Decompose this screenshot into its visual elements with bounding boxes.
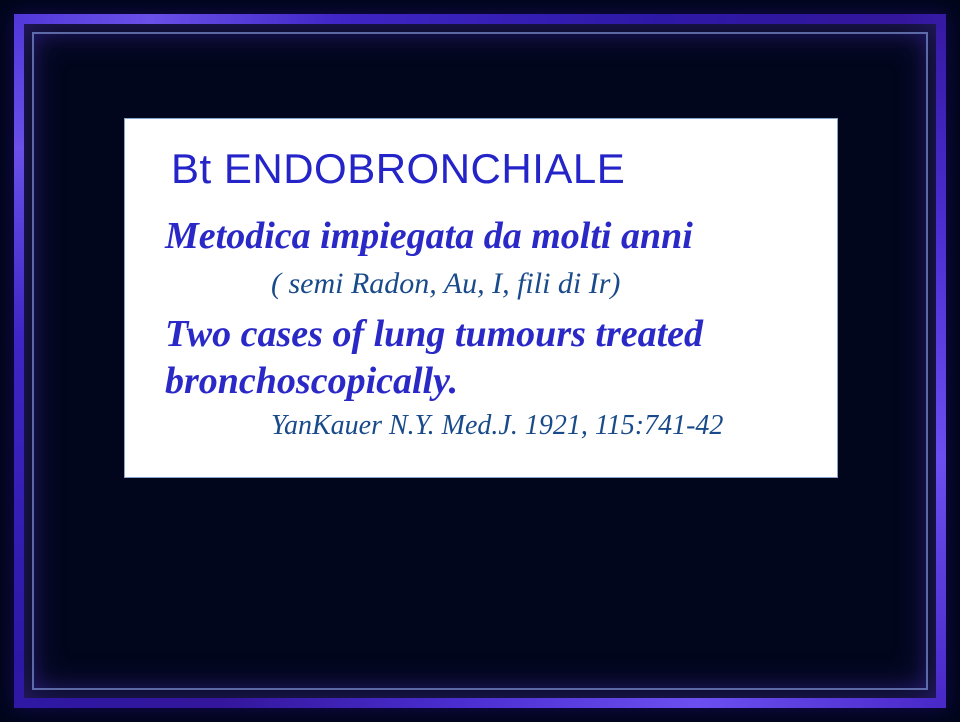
materials-line: ( semi Radon, Au, I, fili di Ir) bbox=[271, 264, 813, 305]
cases-line-1: Two cases of lung tumours treated bbox=[165, 309, 813, 360]
cases-line-2: bronchoscopically. bbox=[165, 356, 813, 407]
content-panel: Bt ENDOBRONCHIALE Metodica impiegata da … bbox=[124, 118, 838, 478]
citation-line: YanKauer N.Y. Med.J. 1921, 115:741-42 bbox=[271, 407, 813, 445]
subtitle-line: Metodica impiegata da molti anni bbox=[165, 211, 813, 262]
presentation-slide: Bt ENDOBRONCHIALE Metodica impiegata da … bbox=[0, 0, 960, 722]
slide-title: Bt ENDOBRONCHIALE bbox=[171, 145, 813, 193]
